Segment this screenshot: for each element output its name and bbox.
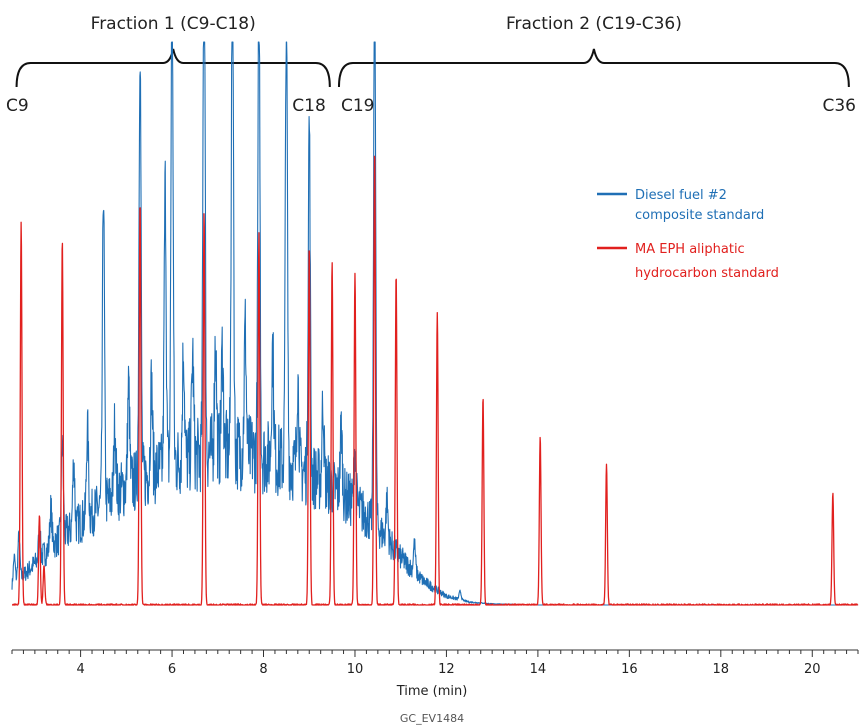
fraction-2-start-label: C19 (341, 96, 375, 116)
legend-label-diesel-line1: Diesel fuel #2 (635, 188, 727, 203)
plot-area (11, 41, 859, 606)
legend-label-diesel-line2: composite standard (635, 208, 764, 223)
x-tick-label: 20 (804, 662, 821, 677)
fraction-1-end-label: C18 (292, 96, 326, 116)
fraction-2-bracket (337, 48, 850, 88)
x-tick-label: 16 (621, 662, 638, 677)
x-tick-label: 6 (168, 662, 176, 677)
x-axis-title: Time (min) (396, 684, 468, 699)
legend: Diesel fuel #2 composite standard MA EPH… (597, 188, 779, 281)
figure-code: GC_EV1484 (400, 712, 464, 725)
legend-label-ma-eph-line2: hydrocarbon standard (635, 266, 779, 281)
fraction-2-end-label: C36 (822, 96, 856, 116)
x-tick-label: 18 (713, 662, 730, 677)
fraction-1-bracket (15, 48, 331, 88)
x-tick-label: 10 (347, 662, 364, 677)
legend-label-ma-eph-line1: MA EPH aliphatic (635, 242, 745, 257)
ma-eph-trace (11, 155, 859, 606)
x-tick-label: 8 (259, 662, 267, 677)
fraction-2-label: Fraction 2 (C19-C36) (506, 14, 682, 34)
x-axis: 4 6 8 10 12 14 16 18 20 (11, 649, 859, 677)
fraction-1-start-label: C9 (6, 96, 29, 116)
x-tick-label: 4 (76, 662, 84, 677)
x-tick-label: 14 (530, 662, 547, 677)
fraction-1-label: Fraction 1 (C9-C18) (91, 14, 256, 34)
x-tick-label: 12 (438, 662, 455, 677)
fraction-brackets: Fraction 1 (C9-C18) C9 C18 Fraction 2 (C19-… (6, 14, 856, 116)
